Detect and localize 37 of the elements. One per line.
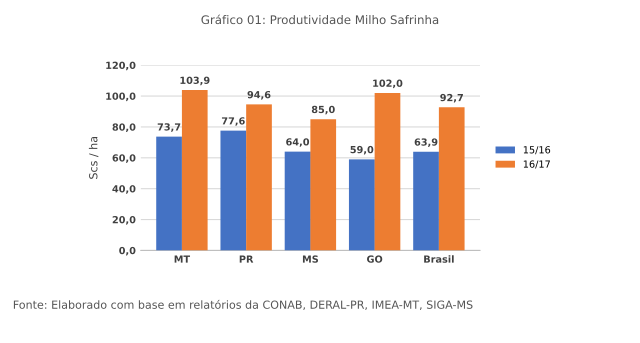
x-tick-label: MS bbox=[302, 255, 318, 263]
x-tick-label: MT bbox=[174, 256, 190, 263]
data-label: 92,7 bbox=[440, 94, 463, 102]
source-note: Fonte: Elaborado com base em relatórios da CONAB, DERAL-PR, IMEA-MT, SIGA-MS bbox=[14, 300, 473, 310]
bar bbox=[156, 136, 182, 250]
x-tick-label: GO bbox=[367, 255, 382, 263]
y-tick-label: 60,0 bbox=[112, 154, 136, 163]
legend-label: 15/16 bbox=[524, 146, 550, 154]
legend-label: 16/17 bbox=[524, 160, 550, 168]
chart-title: Gráfico 01: Produtividade Milho Safrinha bbox=[201, 14, 438, 24]
data-label: 102,0 bbox=[373, 80, 402, 88]
y-tick-label: 100,0 bbox=[106, 92, 136, 102]
y-axis-title: Scs / ha bbox=[88, 136, 98, 179]
data-label: 94,6 bbox=[248, 90, 270, 100]
y-tick-label: 80,0 bbox=[112, 123, 136, 132]
bar bbox=[374, 92, 400, 250]
x-tick-label: Brasil bbox=[424, 255, 454, 263]
y-tick-label: 20,0 bbox=[112, 216, 136, 225]
data-label: 73,7 bbox=[158, 123, 180, 132]
bar bbox=[182, 90, 208, 250]
bar bbox=[413, 152, 439, 250]
data-label: 64,0 bbox=[286, 138, 310, 147]
y-tick-label: 120,0 bbox=[106, 62, 136, 70]
bar bbox=[438, 107, 465, 250]
bar bbox=[284, 152, 310, 250]
data-label: 63,9 bbox=[414, 138, 438, 147]
bar bbox=[310, 119, 336, 250]
data-label: 85,0 bbox=[312, 106, 335, 114]
bar bbox=[246, 104, 272, 250]
data-label: 103,9 bbox=[180, 76, 210, 86]
bar bbox=[348, 159, 375, 250]
bar bbox=[220, 130, 246, 250]
x-tick-label: PR bbox=[240, 256, 254, 263]
data-label: 77,6 bbox=[222, 117, 245, 126]
data-label: 59,0 bbox=[350, 146, 374, 155]
y-tick-label: 40,0 bbox=[112, 185, 136, 194]
y-tick-label: 0,0 bbox=[119, 246, 136, 256]
